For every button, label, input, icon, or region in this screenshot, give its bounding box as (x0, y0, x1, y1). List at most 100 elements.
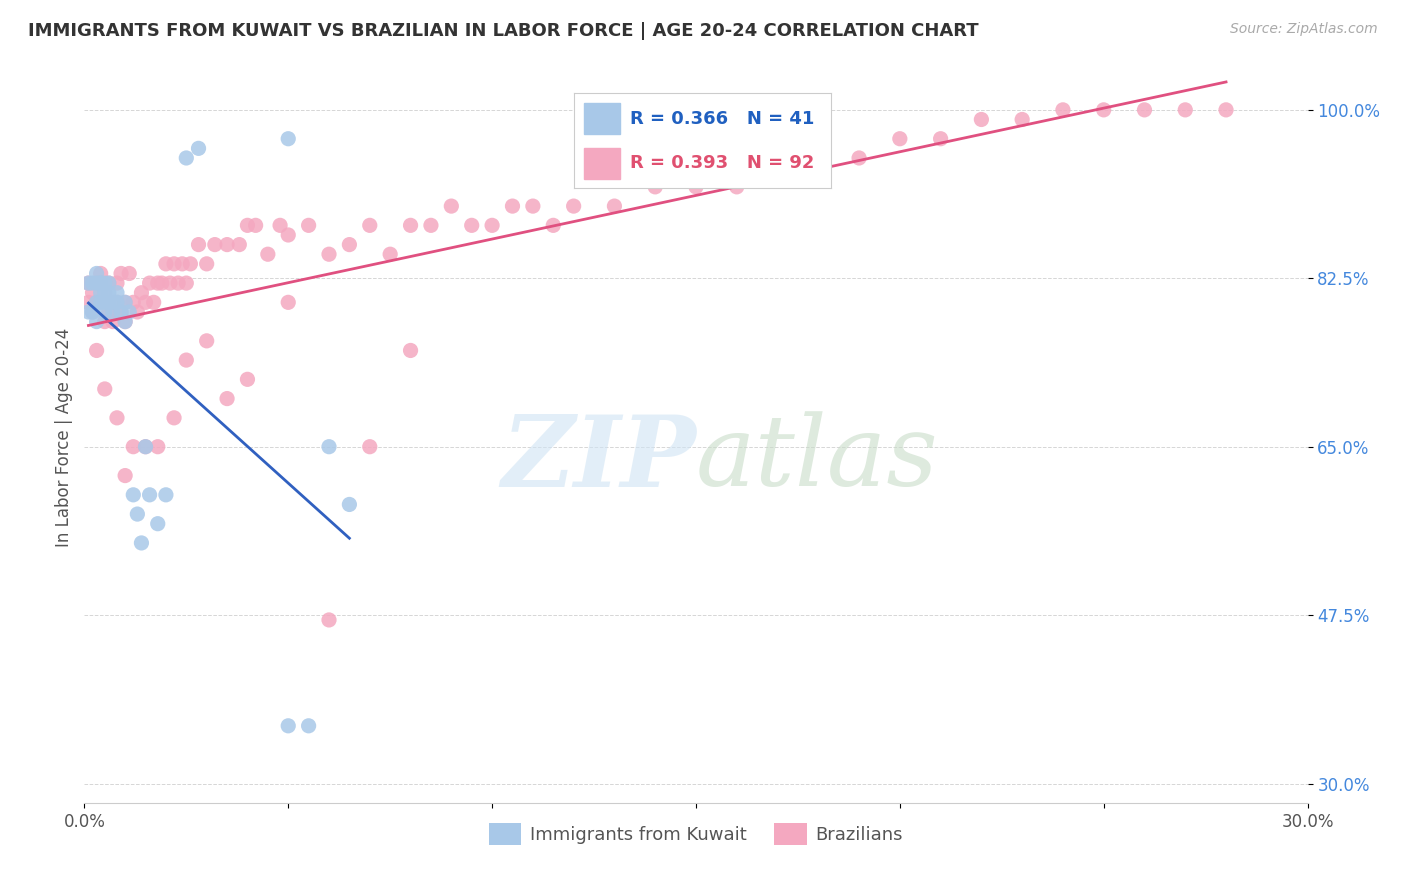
Point (502, 199, 524, 213)
Point (105, 295, 128, 310)
Point (135, 295, 157, 310)
Point (82, 305, 104, 319)
Point (105, 410, 128, 425)
Point (93, 382, 115, 396)
Point (1174, 103, 1197, 117)
Point (481, 219, 503, 233)
Point (187, 141, 209, 155)
Point (86, 315, 108, 329)
Point (118, 267, 141, 281)
Point (77, 276, 100, 290)
Point (187, 237, 209, 252)
Point (93, 305, 115, 319)
Point (179, 257, 201, 271)
Point (131, 285, 153, 300)
Point (138, 276, 160, 290)
Point (114, 295, 136, 310)
Point (685, 179, 707, 194)
Point (269, 219, 291, 233)
Point (298, 719, 321, 733)
Point (146, 440, 169, 454)
Point (155, 257, 177, 271)
Point (110, 267, 132, 281)
Point (101, 305, 124, 319)
Point (644, 179, 666, 194)
Point (77, 276, 100, 290)
Point (159, 276, 181, 290)
Point (82, 276, 104, 290)
Point (101, 315, 124, 329)
Point (86, 276, 108, 290)
Point (1092, 103, 1115, 117)
Point (929, 132, 952, 146)
Point (82, 285, 104, 300)
Point (114, 468, 136, 483)
Point (440, 199, 463, 213)
Text: IMMIGRANTS FROM KUWAIT VS BRAZILIAN IN LABOR FORCE | AGE 20-24 CORRELATION CHART: IMMIGRANTS FROM KUWAIT VS BRAZILIAN IN L… (28, 22, 979, 40)
Point (163, 410, 186, 425)
Point (93, 276, 115, 290)
Point (174, 276, 197, 290)
Point (77, 305, 100, 319)
Point (101, 295, 124, 310)
Point (339, 237, 361, 252)
Point (105, 295, 128, 310)
Point (257, 247, 280, 261)
Point (318, 613, 340, 627)
Point (142, 295, 165, 310)
Point (174, 151, 197, 165)
Point (195, 334, 218, 348)
Point (1215, 103, 1237, 117)
Point (318, 247, 340, 261)
Point (277, 719, 299, 733)
Point (97, 276, 120, 290)
Point (97, 305, 120, 319)
Point (236, 372, 259, 386)
Point (97, 276, 120, 290)
Point (399, 219, 422, 233)
Point (766, 151, 789, 165)
Point (359, 440, 381, 454)
Point (122, 488, 145, 502)
Point (93, 285, 115, 300)
Point (105, 285, 128, 300)
Point (339, 498, 361, 512)
Point (110, 305, 132, 319)
Point (90, 295, 112, 310)
Point (420, 219, 443, 233)
Text: atlas: atlas (696, 411, 939, 507)
Point (204, 237, 226, 252)
Point (1052, 103, 1074, 117)
Point (277, 132, 299, 146)
Point (155, 488, 177, 502)
Point (848, 151, 870, 165)
Point (101, 295, 124, 310)
Point (146, 516, 169, 531)
Point (86, 276, 108, 290)
Point (90, 276, 112, 290)
Point (163, 257, 186, 271)
Point (1133, 103, 1156, 117)
Point (603, 199, 626, 213)
Text: Source: ZipAtlas.com: Source: ZipAtlas.com (1230, 22, 1378, 37)
Point (131, 536, 153, 550)
Point (122, 440, 145, 454)
Point (90, 295, 112, 310)
Point (86, 295, 108, 310)
Point (97, 285, 120, 300)
Point (543, 219, 565, 233)
Point (127, 305, 149, 319)
Text: ZIP: ZIP (501, 411, 696, 508)
Point (807, 151, 830, 165)
Point (110, 305, 132, 319)
Y-axis label: In Labor Force | Age 20-24: In Labor Force | Age 20-24 (55, 327, 73, 547)
Point (167, 276, 190, 290)
Point (150, 276, 173, 290)
Point (146, 276, 169, 290)
Point (236, 219, 259, 233)
Point (195, 257, 218, 271)
Point (118, 305, 141, 319)
Point (174, 353, 197, 368)
Point (135, 440, 157, 454)
Point (889, 132, 911, 146)
